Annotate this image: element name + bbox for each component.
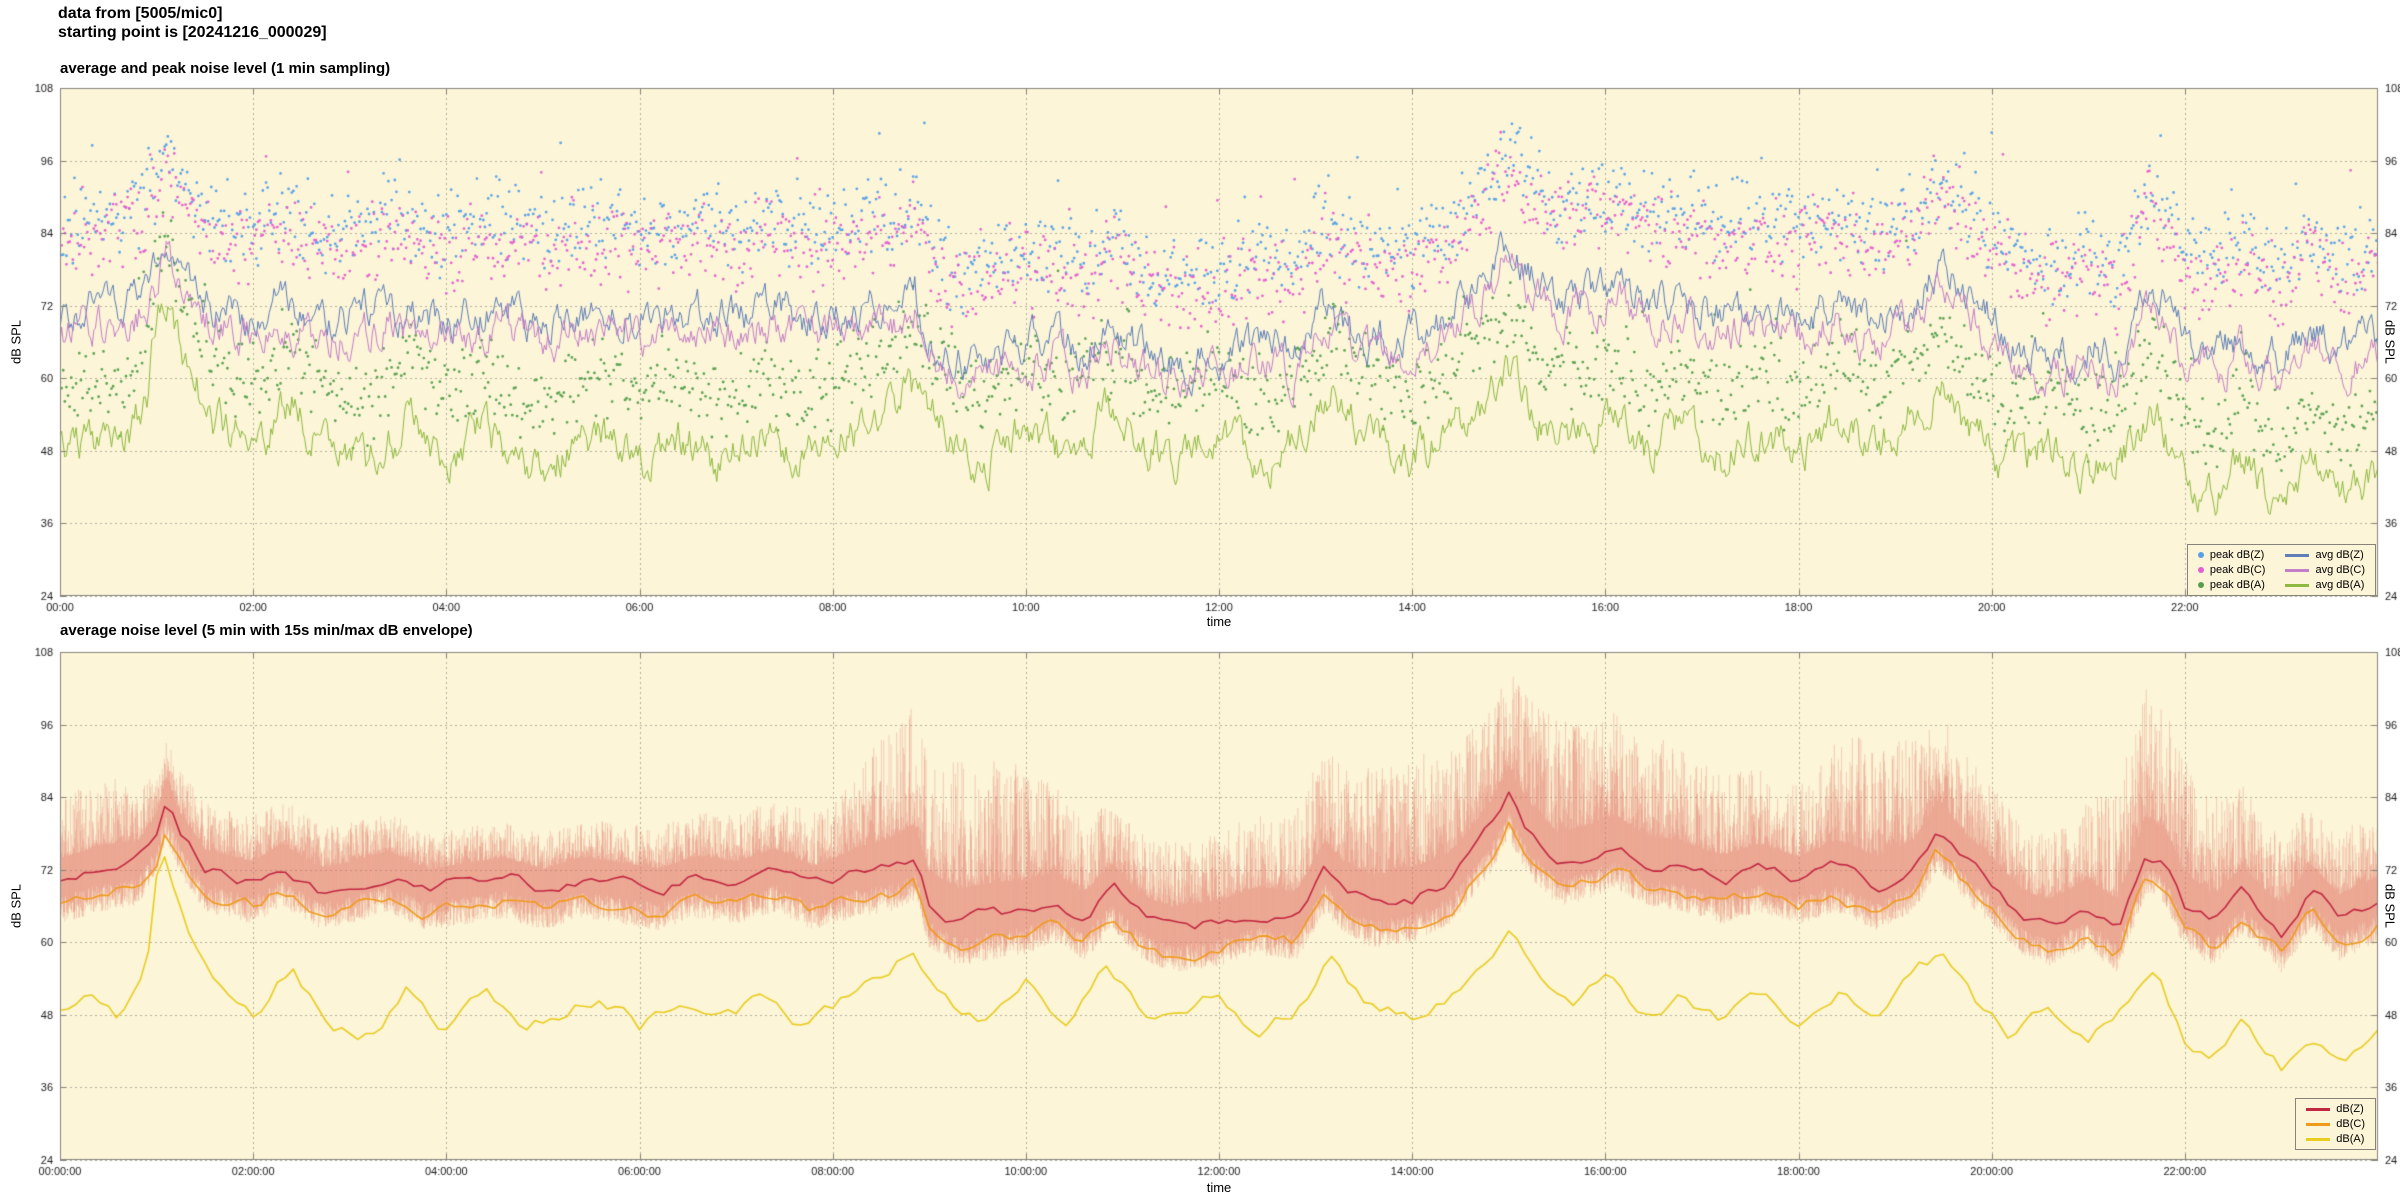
- peak-dbz-marker-icon: [2197, 552, 2204, 558]
- legend-label-dba: dB(A): [2336, 1133, 2365, 1145]
- legend-item-avg-dbz: avg dB(Z): [2285, 549, 2365, 561]
- legend-label-dbc: dB(C): [2336, 1118, 2365, 1130]
- avg-dbc-marker-icon: [2285, 568, 2310, 572]
- legend-item-peak-dbc: peak dB(C): [2197, 564, 2266, 576]
- legend-label-avg-dbz: avg dB(Z): [2315, 549, 2364, 561]
- avg-dbz-marker-icon: [2285, 553, 2310, 557]
- legend-label-dbz: dB(Z): [2336, 1103, 2364, 1115]
- legend-label-peak-dbz: peak dB(Z): [2209, 549, 2265, 561]
- bottom-chart-ylabel-right: dB SPL: [2382, 883, 2398, 929]
- bottom-chart-xlabel: time: [1206, 1180, 1232, 1195]
- legend-item-avg-dba: avg dB(A): [2285, 579, 2365, 591]
- legend-label-peak-dbc: peak dB(C): [2209, 564, 2266, 576]
- legend-label-avg-dba: avg dB(A): [2315, 579, 2365, 591]
- top-chart-ylabel-left: dB SPL: [8, 319, 24, 365]
- legend-item-peak-dbz: peak dB(Z): [2197, 549, 2266, 561]
- top-chart-xlabel: time: [1206, 614, 1232, 629]
- bottom-chart-ylabel-left: dB SPL: [8, 883, 24, 929]
- dba-marker-icon: [2306, 1137, 2331, 1141]
- bottom-chart-title: average noise level (5 min with 15s min/…: [60, 622, 473, 639]
- top-chart-title: average and peak noise level (1 min samp…: [60, 60, 391, 77]
- legend-label-avg-dbc: avg dB(C): [2315, 564, 2365, 576]
- header: data from [5005/mic0] starting point is …: [58, 4, 327, 42]
- header-line2: starting point is [20241216_000029]: [58, 24, 327, 41]
- legend-item-peak-dba: peak dB(A): [2197, 579, 2266, 591]
- legend-item-dbz: dB(Z): [2306, 1103, 2365, 1115]
- legend-label-peak-dba: peak dB(A): [2209, 579, 2265, 591]
- dbc-marker-icon: [2306, 1122, 2331, 1126]
- dbz-marker-icon: [2306, 1107, 2331, 1111]
- header-line1: data from [5005/mic0]: [58, 5, 223, 22]
- peak-dba-marker-icon: [2197, 582, 2204, 588]
- bottom-chart-legend: dB(Z) dB(C) dB(A): [2295, 1098, 2376, 1150]
- legend-item-avg-dbc: avg dB(C): [2285, 564, 2365, 576]
- peak-dbc-marker-icon: [2197, 567, 2204, 573]
- legend-item-dba: dB(A): [2306, 1133, 2365, 1145]
- top-chart-legend: peak dB(Z) avg dB(Z) peak dB(C) avg dB(C…: [2186, 544, 2376, 596]
- top-chart-ylabel-right: dB SPL: [2382, 319, 2398, 365]
- avg-dba-marker-icon: [2285, 583, 2310, 587]
- legend-item-dbc: dB(C): [2306, 1118, 2365, 1130]
